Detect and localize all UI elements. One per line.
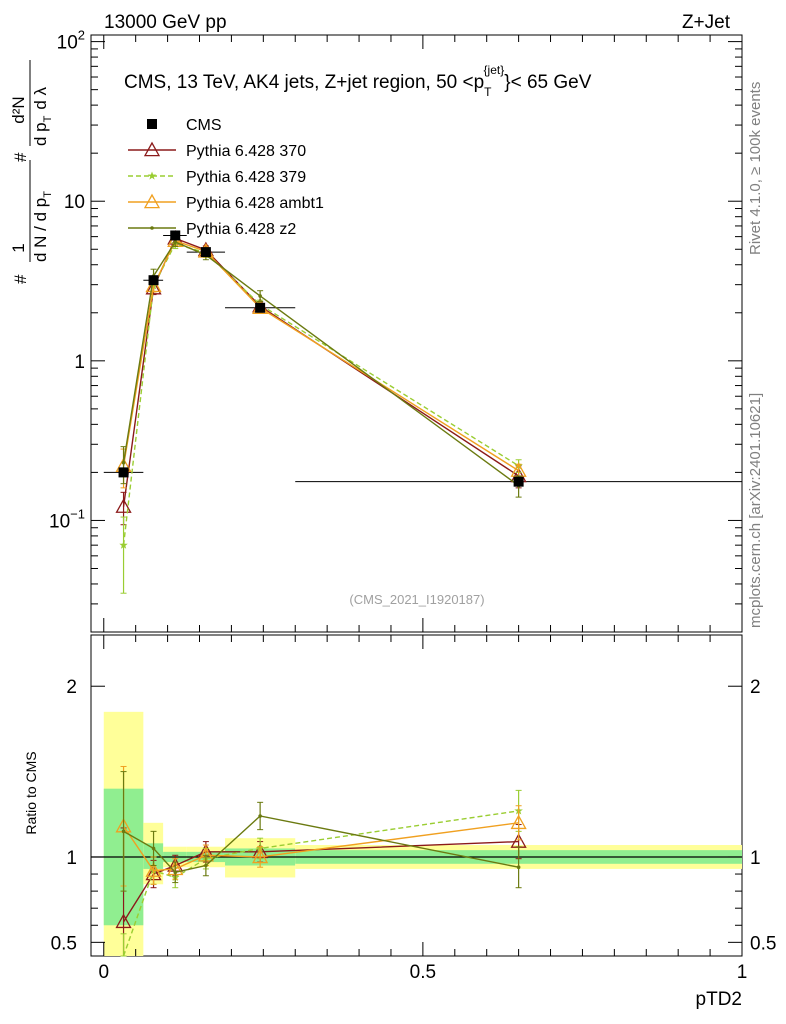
- ratio-y-tick-label-left: 2: [66, 677, 77, 698]
- data-point-pythia-6-428-z2: [121, 460, 126, 465]
- ratio-line-pythia-6-428-370: [122, 840, 519, 923]
- ratio-axis-ticks: 2 21 10.5 0.50 0.5 1: [51, 635, 776, 983]
- tick-label-base: 1: [74, 352, 85, 373]
- tick-label-exponent: 2: [78, 28, 85, 43]
- legend-marker-pythia-6-428-379: [147, 171, 157, 180]
- main-y-tick-label: 102: [57, 28, 85, 54]
- data-point-cms: [170, 230, 181, 241]
- ratio-line-pythia-6-428-379: [122, 810, 519, 957]
- data-point-pythia-6-428-z2: [204, 863, 208, 868]
- main-y-tick-label: 10−1: [49, 506, 85, 532]
- data-point-cms: [148, 275, 159, 286]
- title-end-text: }< 65 GeV: [504, 72, 591, 93]
- tick-label-base: 10: [64, 192, 85, 213]
- x-tick-label: 0: [98, 962, 109, 983]
- ylabel-numerator-1: 1: [9, 243, 28, 252]
- x-tick-label: 1: [737, 962, 748, 983]
- data-point-pythia-6-428-ambt1: [252, 848, 269, 864]
- tick-label-exponent: −1: [70, 506, 85, 521]
- data-point-cms: [118, 467, 129, 478]
- side-label-bottom: mcplots.cern.ch [arXiv:2401.10621]: [747, 393, 764, 628]
- data-point-cms: [513, 476, 524, 487]
- data-point-cms: [255, 302, 266, 313]
- ratio-y-tick-label-left: 0.5: [51, 933, 77, 954]
- ratio-y-tick-label-right: 1: [750, 848, 761, 869]
- legend-label-cms: CMS: [186, 117, 222, 134]
- main-line-pythia-6-428-z2: [122, 241, 520, 487]
- data-point-pythia-6-428-z2: [258, 814, 262, 818]
- data-point-pythia-6-428-z2: [173, 240, 178, 244]
- main-y-axis-label: # 1 d N / d pT # d²N d pTd λ: [9, 60, 54, 284]
- ratio-line-pythia-6-428-ambt1: [122, 822, 519, 872]
- data-point-pythia-6-428-ambt1: [510, 814, 527, 830]
- legend-marker-cms: [147, 119, 157, 129]
- ylabel-denominator-2: d pTd λ: [31, 86, 54, 146]
- main-line-pythia-6-428-379: [122, 243, 519, 546]
- ylabel-hash-2: #: [11, 152, 30, 162]
- main-series-layer: [103, 230, 742, 594]
- header-right-title: Z+Jet: [682, 12, 731, 33]
- ratio-y-tick-label-left: 1: [66, 848, 77, 869]
- data-point-pythia-6-428-370: [145, 279, 162, 295]
- legend-label-pythia-6-428-ambt1: Pythia 6.428 ambt1: [186, 195, 324, 212]
- data-point-pythia-6-428-370: [115, 913, 132, 929]
- ylabel-denominator-1: d N / d pT: [31, 191, 54, 262]
- tick-label-base: 10: [57, 33, 78, 54]
- data-point-pythia-6-428-z2: [151, 846, 156, 851]
- legend-marker-pythia-6-428-z2: [150, 226, 154, 230]
- data-point-pythia-6-428-370: [115, 498, 132, 513]
- x-axis-label: pTD2: [696, 989, 742, 1010]
- x-tick-label: 0.5: [410, 962, 436, 983]
- legend-label-pythia-6-428-z2: Pythia 6.428 z2: [186, 221, 296, 238]
- data-point-pythia-6-428-z2: [173, 870, 178, 875]
- ratio-y-tick-label-right: 2: [750, 677, 761, 698]
- legend: CMS Pythia 6.428 370 Pythia 6.428 379 Pythi…: [128, 117, 324, 238]
- legend-marker-pythia-6-428-ambt1: [143, 193, 161, 209]
- data-point-pythia-6-428-z2: [516, 865, 521, 870]
- tick-label-base: 10: [49, 511, 70, 532]
- main-line-pythia-6-428-370: [122, 237, 520, 507]
- legend-label-pythia-6-428-370: Pythia 6.428 370: [186, 143, 306, 160]
- ratio-plot-frame: [90, 634, 743, 957]
- ratio-uncertainty-bands: [103, 711, 742, 956]
- data-point-pythia-6-428-ambt1: [145, 862, 162, 877]
- legend-label-pythia-6-428-379: Pythia 6.428 379: [186, 169, 306, 186]
- title-sup-text: {jet}: [484, 63, 505, 77]
- ratio-y-tick-label-right: 0.5: [750, 933, 776, 954]
- data-point-pythia-6-428-z2: [258, 294, 262, 298]
- main-y-tick-label: 1: [74, 352, 85, 373]
- main-line-pythia-6-428-ambt1: [122, 239, 519, 472]
- data-point-cms: [200, 247, 211, 258]
- ratio-y-axis-label: Ratio to CMS: [23, 751, 39, 834]
- data-point-pythia-6-428-379: [119, 540, 128, 549]
- data-point-pythia-6-428-z2: [121, 829, 126, 834]
- title-main-text: CMS, 13 TeV, AK4 jets, Z+jet region, 50 …: [124, 72, 484, 93]
- side-label-top: Rivet 4.1.0, ≥ 100k events: [747, 82, 764, 255]
- header-left-title: 13000 GeV pp: [104, 12, 227, 33]
- ratio-series-layer: [115, 765, 527, 957]
- main-y-tick-label: 10: [64, 192, 85, 213]
- ratio-line-pythia-6-428-z2: [123, 815, 519, 874]
- title-sub-text: T: [484, 85, 492, 99]
- ylabel-numerator-2: d²N: [9, 96, 28, 123]
- main-plot-frame: [90, 34, 743, 633]
- ylabel-hash-1: #: [11, 274, 30, 284]
- main-plot-title: CMS, 13 TeV, AK4 jets, Z+jet region, 50 …: [124, 63, 592, 99]
- analysis-watermark: (CMS_2021_I1920187): [349, 592, 484, 607]
- legend-marker-pythia-6-428-370: [143, 141, 161, 157]
